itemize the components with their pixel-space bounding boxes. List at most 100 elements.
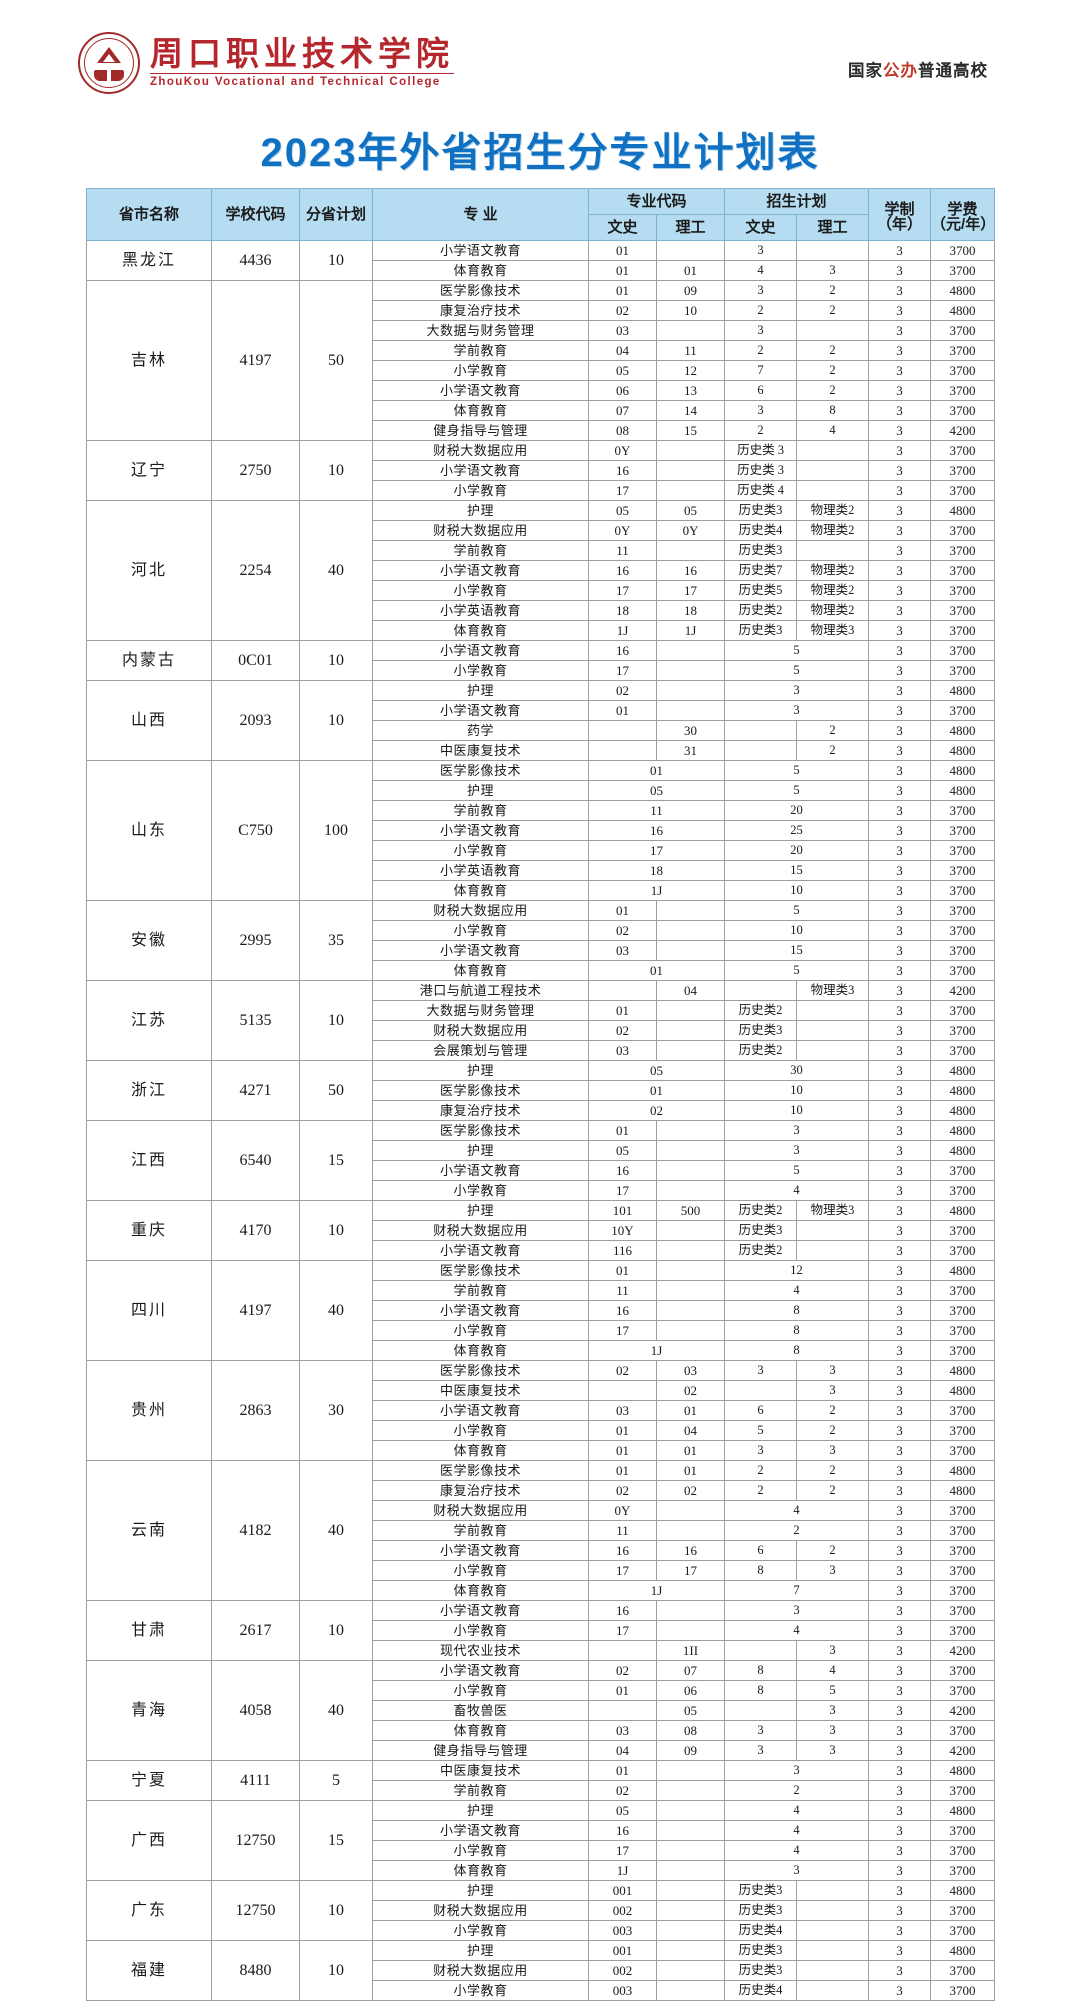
cell-tuition: 3700 [930,1020,996,1041]
cell-tuition: 4800 [930,500,996,521]
cell-major-code-ligong [655,1000,726,1021]
school-name-cn: 周口职业技术学院 [150,36,454,73]
cell-major-code-ligong [655,1300,726,1321]
cell-years: 3 [868,740,932,761]
cell-major-code-wenshi [588,1640,657,1661]
cell-tuition: 3700 [930,1160,996,1181]
cell-major-code-ligong [655,1780,726,1801]
cell-major-code-ligong [655,240,726,261]
cell-major-code-wenshi: 1J [588,1860,657,1881]
cell-years: 3 [868,1940,932,1961]
table-row: 重庆 4170 10 护理 101 500 历史类2 物理类3 3 4800 [86,1200,996,1261]
cell-major: 小学语文教育 [372,1240,589,1261]
cell-plan-merged: 12 [724,1260,870,1281]
cell-years: 3 [868,1480,932,1501]
cell-years: 3 [868,1640,932,1661]
cell-plan-ligong: 2 [796,1460,870,1481]
cell-major-code-wenshi: 02 [588,680,657,701]
col-code-ligong: 理工 [655,214,726,241]
badge-suffix: 普通高校 [918,62,988,80]
cell-major: 学前教育 [372,340,589,361]
cell-plan-ligong [796,240,870,261]
cell-tuition: 4800 [930,780,996,801]
cell-major-code-wenshi: 16 [588,460,657,481]
cell-major-code-ligong [655,660,726,681]
cell-tuition: 4800 [930,300,996,321]
cell-years: 3 [868,680,932,701]
cell-plan-ligong: 4 [796,420,870,441]
table-row: 江西 6540 15 医学影像技术 01 3 3 4800 [86,1120,996,1201]
table-row: 宁夏 4111 5 中医康复技术 01 3 3 4800 [86,1760,996,1801]
cell-plan-merged: 5 [724,780,870,801]
cell-years: 3 [868,1080,932,1101]
cell-province: 江苏 [86,980,212,1061]
cell-major-code-ligong [655,1320,726,1341]
cell-school-code: 4058 [211,1660,300,1761]
cell-major-code-ligong [655,1520,726,1541]
cell-plan-ligong: 2 [796,300,870,321]
cell-major: 小学语文教育 [372,820,589,841]
table-row: 小学教育 05 12 7 2 3 3700 [87,360,996,381]
cell-school-code: 2617 [211,1600,300,1661]
table-row: 黑龙江 4436 10 小学语文教育 01 3 3 3700 [86,240,996,281]
cell-major: 小学语文教育 [372,1820,589,1841]
cell-plan-ligong: 3 [796,1740,870,1761]
cell-province-quota: 40 [299,1460,373,1601]
cell-plan-wenshi: 历史类3 [724,500,798,521]
cell-major-code-wenshi: 06 [588,380,657,401]
cell-tuition: 3700 [930,1780,996,1801]
cell-school-code: 12750 [211,1880,300,1941]
table-row: 小学语文教育 16 8 3 3700 [87,1300,996,1321]
cell-major: 医学影像技术 [372,280,589,301]
cell-years: 3 [868,900,932,921]
cell-years: 3 [868,960,932,981]
cell-major: 健身指导与管理 [372,420,589,441]
cell-major-code-wenshi: 002 [588,1960,657,1981]
cell-major-code-wenshi: 03 [588,1040,657,1061]
cell-plan-merged: 10 [724,920,870,941]
table-row: 辽宁 2750 10 财税大数据应用 0Y 历史类 3 3 3700 [86,440,996,501]
cell-plan-ligong: 物理类2 [796,600,870,621]
cell-major-code-wenshi: 17 [588,1180,657,1201]
cell-years: 3 [868,1500,932,1521]
cell-province: 内蒙古 [86,640,212,681]
cell-plan-wenshi: 3 [724,1720,798,1741]
cell-tuition: 3700 [930,1300,996,1321]
cell-major-code-ligong: 06 [655,1680,726,1701]
cell-major: 小学语文教育 [372,1540,589,1561]
cell-tuition: 4800 [930,1060,996,1081]
table-row: 中医康复技术 31 2 3 4800 [87,740,996,761]
cell-plan-merged: 10 [724,1080,870,1101]
school-logo-block: 周口职业技术学院 ZhouKou Vocational and Technica… [78,32,454,94]
cell-major-code-ligong [655,920,726,941]
cell-years: 3 [868,760,932,781]
cell-plan-merged: 5 [724,960,870,981]
cell-tuition: 3700 [930,1560,996,1581]
cell-plan-ligong [796,1040,870,1061]
cell-years: 3 [868,1760,932,1781]
cell-tuition: 4800 [930,760,996,781]
cell-plan-wenshi: 8 [724,1560,798,1581]
table-row: 广东 12750 10 护理 001 历史类3 3 4800 [86,1880,996,1941]
cell-major-code-ligong [655,1020,726,1041]
col-major: 专 业 [372,188,589,241]
cell-years: 3 [868,340,932,361]
cell-plan-merged: 3 [724,1120,870,1141]
cell-major: 小学语文教育 [372,640,589,661]
cell-years: 3 [868,1260,932,1281]
cell-years: 3 [868,1380,932,1401]
cell-years: 3 [868,560,932,581]
table-row: 小学语文教育 06 13 6 2 3 3700 [87,380,996,401]
status-badge: 国家公办普通高校 [848,57,988,81]
cell-major-code-wenshi [588,740,657,761]
cell-plan-wenshi: 3 [724,280,798,301]
cell-tuition: 3700 [930,1000,996,1021]
cell-major-code-ligong: 04 [655,980,726,1001]
cell-tuition: 3700 [930,1420,996,1441]
table-row: 小学语文教育 16 5 3 3700 [87,1160,996,1181]
cell-major-code-wenshi: 001 [588,1880,657,1901]
cell-years: 3 [868,1600,932,1621]
cell-major-code-wenshi: 18 [588,600,657,621]
col-years-unit: （年） [877,215,923,233]
cell-tuition: 3700 [930,260,996,281]
